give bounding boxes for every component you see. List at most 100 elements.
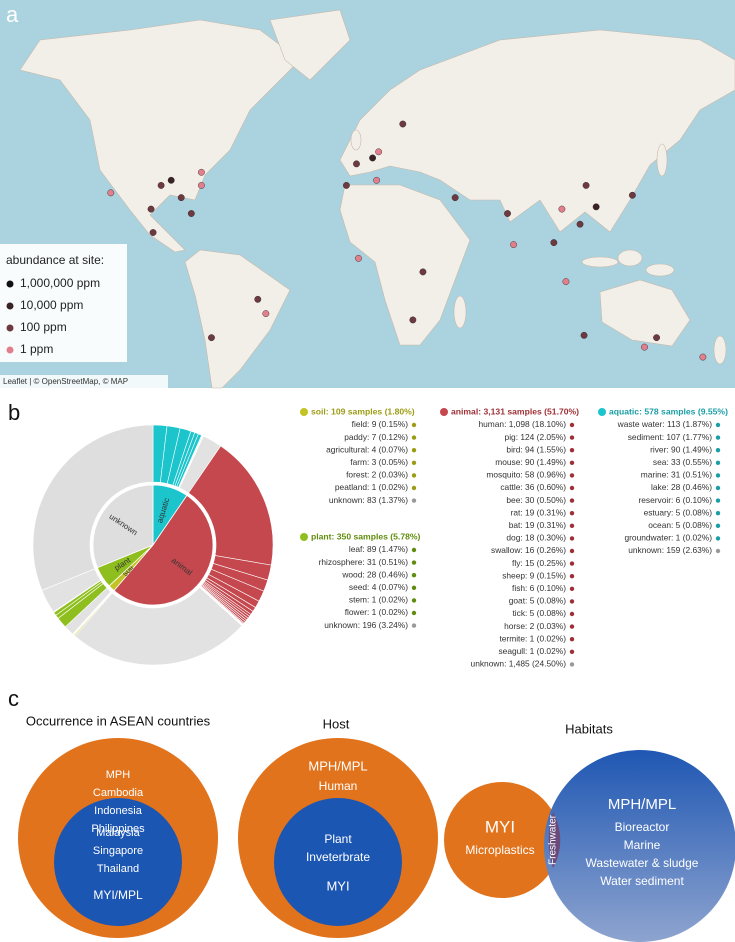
item-label: sheep: 9 (0.15%): [502, 570, 566, 580]
site: [208, 334, 215, 342]
item-icon: [715, 448, 721, 453]
site: [558, 205, 566, 213]
item-label: bee: 30 (0.50%): [506, 495, 566, 505]
item-label: peatland: 1 (0.02%): [335, 482, 408, 492]
item-icon: [411, 573, 417, 578]
item-label: unknown: 196 (3.24%): [324, 620, 408, 630]
item-label: unknown: 83 (1.37%): [329, 495, 408, 505]
item-label: mouse: 90 (1.49%): [495, 457, 566, 467]
outer-text: MPH: [106, 769, 131, 781]
item-icon: [715, 523, 721, 528]
group-icon: [598, 408, 606, 416]
site: [409, 316, 417, 324]
site: [157, 182, 165, 189]
item-icon: [569, 473, 575, 478]
site: [167, 176, 175, 184]
left-text: Microplastics: [465, 843, 534, 857]
item-label: unknown: 1,485 (24.50%): [471, 659, 567, 669]
left-circle: [444, 782, 560, 898]
item-label: marine: 31 (0.51%): [641, 470, 712, 480]
overlap: [548, 812, 561, 868]
inner-wedge: [92, 484, 154, 569]
group-icon: [440, 408, 448, 416]
item-icon: [569, 523, 575, 528]
site: [262, 310, 270, 318]
inner-text: Inveterbrate: [306, 850, 370, 864]
site: [510, 241, 517, 249]
site: [419, 268, 427, 276]
item-icon: [569, 611, 575, 617]
item-label: ocean: 5 (0.08%): [648, 520, 712, 530]
diagram-title: Occurrence in ASEAN countries: [26, 713, 211, 728]
item-icon: [411, 560, 417, 565]
item-label: termite: 1 (0.02%): [499, 633, 566, 643]
right-text: Wastewater & sludge: [586, 856, 699, 870]
legend-marker: [6, 302, 14, 310]
site: [576, 220, 584, 228]
legend-box: [0, 244, 127, 362]
item-label: stem: 1 (0.02%): [349, 595, 408, 605]
right-text: Marine: [624, 838, 661, 852]
diagram-title: Habitats: [565, 721, 613, 736]
site: [177, 194, 185, 202]
panel-label: b: [8, 400, 20, 425]
item-icon: [715, 536, 721, 541]
sites: [107, 120, 707, 361]
inner-text: Plant: [324, 832, 352, 846]
item-icon: [715, 498, 721, 503]
item-label: farm: 3 (0.05%): [350, 457, 408, 467]
item-label: groundwater: 1 (0.02%): [624, 533, 712, 543]
item-label: waste water: 113 (1.87%): [617, 419, 713, 429]
item-icon: [569, 511, 575, 516]
item-label: leaf: 89 (1.47%): [349, 544, 408, 554]
item-label: pig: 124 (2.05%): [505, 432, 567, 442]
item-icon: [569, 548, 575, 554]
item-icon: [569, 435, 575, 440]
legend-label: 10,000 ppm: [20, 298, 83, 312]
group-header: animal: 3,131 samples (51.70%): [451, 406, 579, 416]
item-icon: [569, 662, 575, 667]
site: [592, 203, 600, 211]
inner-text: Singapore: [93, 845, 143, 857]
inner-text: Thailand: [97, 863, 139, 875]
item-label: seed: 4 (0.07%): [349, 582, 408, 592]
item-icon: [569, 574, 575, 579]
item-label: river: 90 (1.49%): [650, 444, 712, 454]
outer-text: Cambodia: [93, 787, 144, 799]
legend-label: 1,000,000 ppm: [20, 276, 100, 290]
site: [580, 331, 588, 339]
item-icon: [411, 422, 417, 428]
site: [149, 229, 157, 236]
item-label: lake: 28 (0.46%): [651, 482, 712, 492]
site: [699, 353, 707, 361]
item-label: fish: 6 (0.10%): [512, 583, 566, 593]
item-icon: [569, 498, 575, 503]
inner-circle: [54, 798, 182, 926]
item-label: tick: 5 (0.08%): [512, 608, 566, 618]
item-icon: [411, 460, 417, 465]
item-icon: [569, 485, 575, 491]
legend-marker: [6, 346, 14, 354]
attribution-box: [0, 375, 168, 388]
right-text: Bioreactor: [615, 820, 670, 834]
item-icon: [411, 598, 417, 603]
legend-label: 1 ppm: [20, 342, 53, 356]
group-header: soil: 109 samples (1.80%): [311, 406, 415, 416]
item-icon: [569, 586, 575, 591]
item-label: swallow: 16 (0.26%): [491, 545, 566, 555]
item-icon: [715, 460, 721, 465]
inner-text: MYI: [326, 878, 349, 893]
site: [451, 194, 459, 202]
diagram-title: Host: [323, 716, 350, 731]
item-label: field: 9 (0.15%): [352, 419, 409, 429]
item-icon: [411, 585, 417, 590]
item-icon: [569, 637, 575, 642]
outer-wedge: [74, 586, 243, 666]
item-icon: [569, 649, 575, 654]
right-text: MPH/MPL: [608, 796, 676, 813]
overlap-text: Freshwater: [548, 814, 559, 865]
right-text: Water sediment: [600, 874, 684, 888]
left-text: MYI: [485, 817, 515, 836]
